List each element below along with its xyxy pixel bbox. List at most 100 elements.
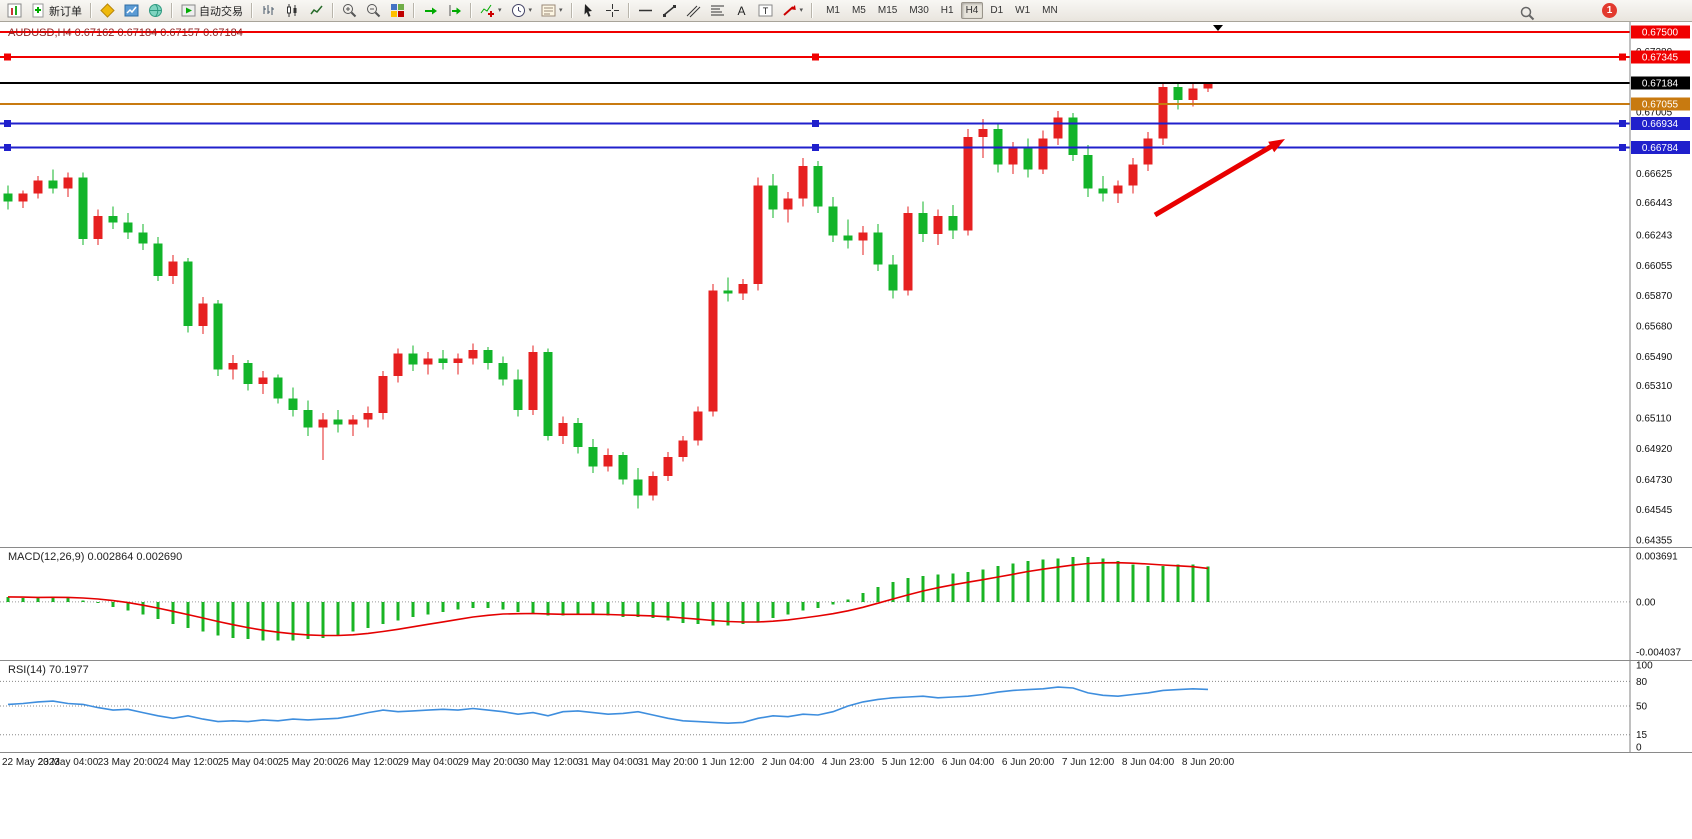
notification-badge[interactable]: 1 (1602, 3, 1617, 18)
hline-0.67055[interactable]: 0.67055 (0, 97, 1690, 111)
arrows-icon (782, 5, 796, 16)
price-badge (1631, 116, 1690, 130)
autotrading-button[interactable]: 自动交易 (177, 1, 247, 21)
svg-text:0.67184: 0.67184 (1642, 79, 1679, 90)
timeframe-button-d1[interactable]: D1 (990, 5, 1004, 16)
zoom-out-icon (367, 4, 381, 18)
time-axis-label: 26 May 12:00 (337, 757, 399, 768)
equidistant-channel-button[interactable] (682, 1, 705, 21)
time-axis[interactable]: 22 May 2023 23 May 04:00 23 May 20:00 24 Ma… (0, 753, 1692, 775)
hline-0.66934[interactable]: 0.66934 (0, 116, 1690, 130)
market-watch-button[interactable] (120, 1, 143, 21)
panel-resize-handle[interactable] (0, 547, 1692, 548)
time-axis-label: 6 Jun 04:00 (941, 757, 995, 768)
hline-0.67500[interactable]: 0.67500 (0, 25, 1690, 39)
cursor-button[interactable] (577, 1, 600, 21)
periods-icon (511, 4, 525, 17)
timeframe-button-m5[interactable]: M5 (851, 5, 866, 16)
price-badge (1631, 50, 1690, 64)
equidistant-channel-icon (686, 5, 700, 18)
timeframe-button-m30[interactable]: M30 (909, 5, 929, 16)
time-axis-label: 4 Jun 23:00 (821, 757, 875, 768)
zoom-out-button[interactable] (362, 1, 385, 21)
timeframe-group: M1 M5 M15 M30 H1 H4 D1 W1 MN (821, 2, 1063, 19)
cursor-icon (584, 4, 592, 17)
time-axis-label: 24 May 12:00 (157, 757, 219, 768)
templates-button[interactable]: ▾ (537, 1, 567, 21)
time-axis-label: 6 Jun 20:00 (1001, 757, 1055, 768)
candlestick-chart-button[interactable] (281, 1, 304, 21)
horizontal-line-button[interactable] (634, 1, 657, 21)
text-button[interactable]: A (730, 1, 753, 21)
price-badge (1631, 25, 1690, 39)
toolbar-separator (811, 3, 814, 18)
timeframe-button-m1[interactable]: M1 (826, 5, 840, 16)
svg-text:0: 0 (1636, 743, 1642, 753)
community-icon (149, 4, 162, 17)
macd-canvas[interactable]: 0.003691 0.00 -0.004037 MACD(12,26,9) 0.002… (0, 548, 1692, 660)
hline-0.67184[interactable]: 0.67184 (0, 76, 1690, 90)
fibonacci-button[interactable] (706, 1, 729, 21)
svg-text:0.64545: 0.64545 (1636, 505, 1673, 516)
search-button[interactable] (1516, 3, 1539, 23)
chart-window-button[interactable] (3, 1, 26, 21)
hline-0.66784[interactable]: 0.66784 (0, 141, 1690, 154)
svg-text:0.67055: 0.67055 (1642, 99, 1679, 110)
svg-text:0.65680: 0.65680 (1636, 321, 1673, 332)
timeframe-button-h1[interactable]: H1 (940, 5, 954, 16)
periods-button[interactable]: ▾ (507, 1, 537, 21)
arrows-button[interactable]: ▾ (778, 1, 808, 21)
panel-resize-handle[interactable] (0, 752, 1692, 753)
toolbar-separator (90, 3, 92, 18)
tile-windows-button[interactable] (386, 1, 409, 21)
auto-scroll-button[interactable] (419, 1, 442, 21)
svg-text:0.66625: 0.66625 (1636, 169, 1673, 180)
new-order-button[interactable]: 新订单 (27, 1, 86, 21)
metaeditor-icon (100, 3, 115, 18)
toolbar-separator (251, 3, 253, 18)
chart-shift-marker[interactable] (1213, 25, 1223, 31)
bar-chart-button[interactable] (257, 1, 280, 21)
metaeditor-button[interactable] (96, 1, 119, 21)
chart-ohlc-header: AUDUSD,H4 0.67162 0.67184 0.67157 0.6718… (8, 27, 243, 39)
time-axis-label: 30 May 12:00 (517, 757, 579, 768)
svg-text:80: 80 (1636, 677, 1648, 688)
notification-count: 1 (1606, 5, 1613, 16)
timeframe-button-m15[interactable]: M15 (877, 5, 898, 16)
time-axis-label: 23 May 04:00 (37, 757, 99, 768)
indicators-button[interactable]: ▾ (476, 1, 506, 21)
candlesticks (3, 82, 1213, 509)
svg-text:0.67345: 0.67345 (1642, 53, 1679, 64)
text-label-button[interactable]: T (754, 1, 777, 21)
svg-text:0.64355: 0.64355 (1636, 536, 1673, 547)
trendline-icon (662, 5, 676, 17)
main-chart-canvas[interactable]: 0.673800.670050.666250.664430.662430.660… (0, 22, 1692, 547)
annotation-arrow[interactable] (1153, 139, 1285, 218)
timeframe-button-mn[interactable]: MN (1042, 5, 1058, 16)
panel-resize-handle[interactable] (0, 660, 1692, 661)
svg-text:100: 100 (1636, 661, 1653, 672)
svg-text:0.64920: 0.64920 (1636, 444, 1673, 455)
hline-0.67345[interactable]: 0.67345 (0, 50, 1690, 64)
price-badge (1631, 97, 1690, 111)
chart-shift-button[interactable] (443, 1, 466, 21)
fibonacci-icon (710, 5, 724, 16)
new-order-label: 新订单 (49, 5, 82, 18)
timeframe-button-w1[interactable]: W1 (1015, 5, 1031, 16)
chevron-down-icon: ▾ (528, 7, 533, 14)
svg-text:-0.004037: -0.004037 (1636, 648, 1681, 659)
svg-text:0.67005: 0.67005 (1636, 107, 1673, 118)
timeframe-button-h4[interactable]: H4 (960, 2, 984, 19)
zoom-in-button[interactable] (338, 1, 361, 21)
svg-text:0.66784: 0.66784 (1642, 143, 1679, 154)
community-button[interactable] (144, 1, 167, 21)
macd-panel: 0.003691 0.00 -0.004037 MACD(12,26,9) 0.002… (0, 548, 1692, 660)
line-chart-button[interactable] (305, 1, 328, 21)
macd-histogram (6, 557, 1210, 641)
svg-text:0.65110: 0.65110 (1636, 414, 1672, 425)
rsi-canvas[interactable]: 100 80 50 15 0 RSI(14) 70.1977 (0, 661, 1692, 754)
time-axis-label: 5 Jun 12:00 (881, 757, 935, 768)
crosshair-button[interactable] (601, 1, 624, 21)
trendline-button[interactable] (658, 1, 681, 21)
toolbar-separator (332, 3, 334, 18)
